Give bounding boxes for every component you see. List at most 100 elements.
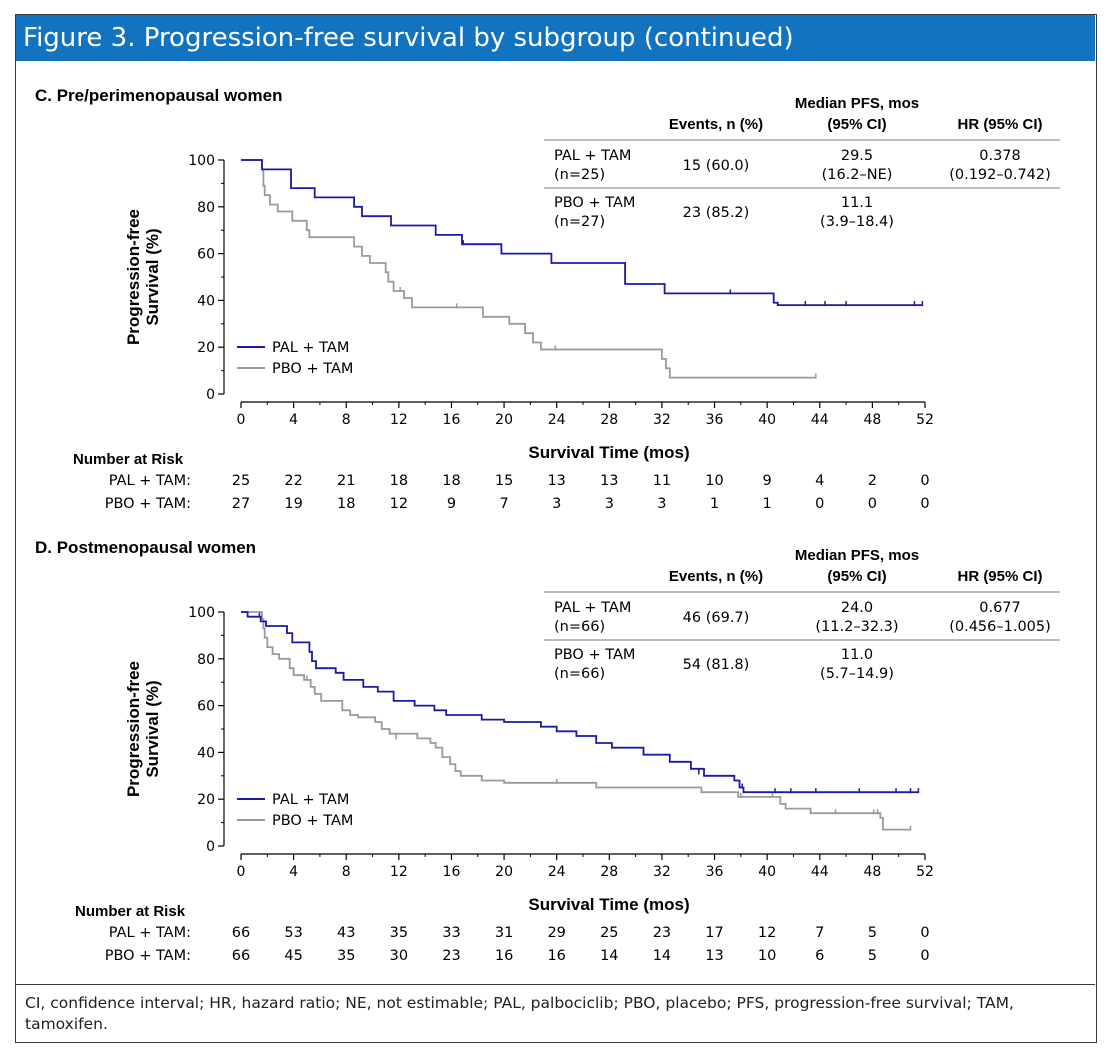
x-tick-label: 40	[758, 864, 776, 880]
x-axis-label: Survival Time (mos)	[528, 895, 689, 914]
risk-value: 0	[815, 496, 824, 512]
y-tick-label: 0	[206, 839, 215, 855]
risk-value: 23	[653, 925, 671, 941]
table-events: 23 (85.2)	[683, 205, 750, 221]
risk-value: 33	[442, 925, 460, 941]
x-tick-label: 32	[653, 864, 671, 880]
risk-value: 13	[705, 948, 723, 964]
risk-value: 45	[284, 948, 302, 964]
x-tick-label: 40	[758, 412, 776, 428]
risk-value: 10	[758, 948, 776, 964]
x-tick-label: 52	[916, 864, 934, 880]
table-median: 29.5	[841, 148, 873, 164]
risk-value: 19	[284, 496, 302, 512]
risk-value: 3	[657, 496, 666, 512]
table-hr-ci: (0.456–1.005)	[949, 619, 1051, 635]
table-header-median-ci: (95% CI)	[827, 568, 886, 585]
table-header-hr: HR (95% CI)	[957, 568, 1042, 585]
risk-value: 18	[390, 473, 408, 489]
x-tick-label: 20	[495, 412, 513, 428]
risk-value: 18	[337, 496, 355, 512]
risk-value: 43	[337, 925, 355, 941]
y-tick-label: 100	[188, 605, 215, 621]
y-axis-label: Progression-freeSurvival (%)	[124, 209, 162, 345]
y-tick-label: 40	[197, 745, 215, 761]
table-median-ci: (5.7–14.9)	[820, 666, 894, 682]
km-curve-pbo-tam	[241, 611, 911, 831]
figure-frame: Figure 3. Progression-free survival by s…	[15, 14, 1097, 1043]
risk-value: 7	[499, 496, 508, 512]
risk-value: 25	[600, 925, 618, 941]
risk-value: 0	[920, 473, 929, 489]
risk-value: 21	[337, 473, 355, 489]
table-arm: PAL + TAM	[554, 600, 631, 616]
risk-value: 27	[232, 496, 250, 512]
risk-value: 13	[600, 473, 618, 489]
km-curve-pal-tam	[241, 159, 923, 306]
risk-row-label: PBO + TAM:	[105, 948, 191, 964]
risk-value: 10	[705, 473, 723, 489]
legend-label: PBO + TAM	[272, 813, 353, 829]
x-tick-label: 28	[600, 412, 618, 428]
x-axis-label: Survival Time (mos)	[528, 443, 689, 462]
x-tick-label: 4	[289, 412, 298, 428]
risk-value: 66	[232, 925, 250, 941]
table-arm-n: (n=25)	[554, 167, 605, 183]
table-hr: 0.378	[979, 148, 1021, 164]
x-tick-label: 20	[495, 864, 513, 880]
risk-value: 29	[547, 925, 565, 941]
km-curve-pal-tam	[241, 611, 919, 794]
table-header-events: Events, n (%)	[669, 568, 763, 585]
y-tick-label: 80	[197, 652, 215, 668]
risk-value: 12	[390, 496, 408, 512]
km-panel-c: C. Pre/perimenopausal women0204060801000…	[35, 86, 1060, 512]
table-median-ci: (11.2–32.3)	[815, 619, 898, 635]
risk-value: 53	[284, 925, 302, 941]
risk-value: 11	[653, 473, 671, 489]
y-tick-label: 20	[197, 792, 215, 808]
table-median-ci: (3.9–18.4)	[820, 214, 894, 230]
risk-value: 17	[705, 925, 723, 941]
risk-value: 2	[868, 473, 877, 489]
table-hr: 0.677	[979, 600, 1021, 616]
figure-title: Figure 3. Progression-free survival by s…	[16, 15, 1095, 61]
risk-table-header: Number at Risk	[75, 903, 186, 920]
risk-value: 22	[284, 473, 302, 489]
table-median: 11.0	[841, 647, 873, 663]
x-tick-label: 4	[289, 864, 298, 880]
risk-value: 9	[763, 473, 772, 489]
table-median: 24.0	[841, 600, 873, 616]
x-tick-label: 8	[342, 412, 351, 428]
y-tick-label: 60	[197, 247, 215, 263]
x-tick-label: 36	[706, 412, 724, 428]
x-tick-label: 12	[390, 864, 408, 880]
risk-value: 3	[605, 496, 614, 512]
x-tick-label: 32	[653, 412, 671, 428]
risk-value: 1	[710, 496, 719, 512]
y-tick-label: 100	[188, 153, 215, 169]
table-header-hr: HR (95% CI)	[957, 116, 1042, 133]
table-arm-n: (n=66)	[554, 619, 605, 635]
risk-value: 1	[763, 496, 772, 512]
risk-value: 13	[547, 473, 565, 489]
risk-value: 4	[815, 473, 824, 489]
risk-value: 14	[600, 948, 618, 964]
risk-value: 35	[390, 925, 408, 941]
risk-value: 31	[495, 925, 513, 941]
x-tick-label: 36	[706, 864, 724, 880]
risk-value: 6	[815, 948, 824, 964]
y-axis-label-line2: Survival (%)	[143, 228, 162, 325]
km-curve-pbo-tam	[241, 159, 816, 379]
risk-value: 7	[815, 925, 824, 941]
footnote-divider	[16, 984, 1095, 985]
risk-value: 0	[920, 925, 929, 941]
risk-row-label: PAL + TAM:	[109, 473, 191, 489]
table-hr-ci: (0.192–0.742)	[949, 167, 1051, 183]
x-tick-label: 24	[548, 864, 566, 880]
risk-value: 3	[552, 496, 561, 512]
x-tick-label: 44	[811, 864, 829, 880]
x-tick-label: 48	[863, 412, 881, 428]
y-tick-label: 80	[197, 200, 215, 216]
table-events: 46 (69.7)	[683, 610, 750, 626]
